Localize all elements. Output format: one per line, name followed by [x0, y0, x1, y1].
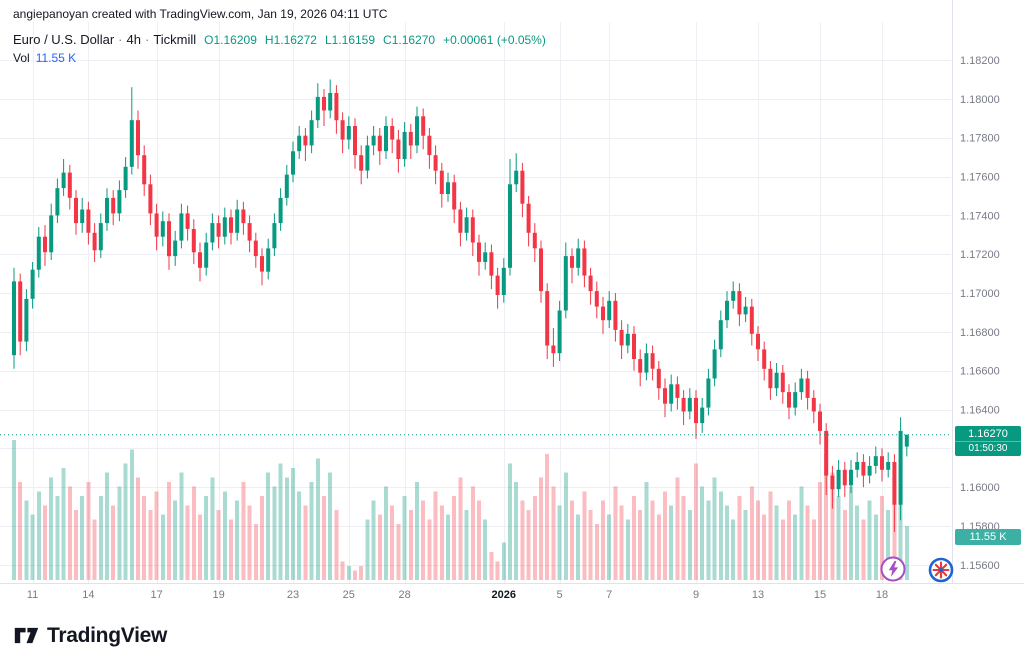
- close-value: 1.16270: [391, 33, 436, 47]
- change-value: +0.00061 (+0.05%): [443, 33, 546, 47]
- svg-text:1.17400: 1.17400: [960, 210, 1000, 222]
- lightning-icon[interactable]: [880, 556, 906, 582]
- svg-text:11: 11: [27, 589, 38, 601]
- svg-text:1.16000: 1.16000: [960, 482, 1000, 494]
- tradingview-logo[interactable]: TradingView: [13, 622, 167, 649]
- tradingview-wordmark: TradingView: [47, 623, 168, 647]
- low-label: L: [324, 33, 332, 47]
- svg-text:17: 17: [150, 589, 162, 601]
- svg-text:1.17800: 1.17800: [960, 133, 1000, 145]
- volume-axis-badge: 11.55 K: [955, 529, 1021, 545]
- high-label: H: [264, 33, 274, 47]
- svg-text:23: 23: [287, 589, 299, 601]
- legend-separator: ·: [118, 32, 123, 47]
- svg-text:28: 28: [398, 589, 410, 601]
- volume-label[interactable]: Vol: [13, 51, 30, 65]
- svg-text:7: 7: [606, 589, 612, 601]
- current-price-value: 1.16270: [968, 428, 1008, 440]
- svg-text:15: 15: [814, 589, 826, 601]
- volume-value: 11.55 K: [35, 51, 77, 65]
- svg-text:2026: 2026: [492, 589, 516, 601]
- svg-text:14: 14: [82, 589, 94, 601]
- svg-text:1.18200: 1.18200: [960, 55, 1000, 67]
- candles: [12, 79, 909, 532]
- pinwheel-icon[interactable]: [928, 557, 954, 583]
- symbol-title[interactable]: Euro / U.S. Dollar: [13, 32, 115, 47]
- svg-text:1.16800: 1.16800: [960, 327, 1000, 339]
- svg-text:25: 25: [343, 589, 355, 601]
- tradingview-logo-mark: [14, 627, 39, 644]
- attribution-text: angiepanoyan created with TradingView.co…: [13, 7, 388, 21]
- high-value: 1.16272: [273, 33, 317, 47]
- price-chart-svg[interactable]: 1.18200 1.18000 1.17800 1.17600 1.17400 1.172…: [0, 0, 1024, 612]
- price-axis-labels[interactable]: 1.18200 1.18000 1.17800 1.17600 1.17400 1.172…: [960, 55, 1000, 572]
- svg-text:13: 13: [752, 589, 764, 601]
- interval-label[interactable]: 4h: [126, 32, 141, 47]
- svg-text:1.18000: 1.18000: [960, 94, 1000, 106]
- chart-legend: Euro / U.S. Dollar · 4h · Tickmill O1.16209 H1…: [13, 31, 546, 67]
- time-axis-labels[interactable]: 11 14 17 19 23 25 28 2026 5 7 9 13 15 18: [27, 589, 888, 601]
- svg-text:18: 18: [876, 589, 888, 601]
- svg-text:1.16600: 1.16600: [960, 366, 1000, 378]
- close-label: C: [383, 33, 392, 47]
- exchange-label: Tickmill: [153, 32, 197, 47]
- svg-text:19: 19: [212, 589, 224, 601]
- legend-separator: ·: [144, 32, 150, 47]
- page-footer: TradingView: [0, 610, 1024, 661]
- svg-text:1.17200: 1.17200: [960, 249, 1000, 261]
- svg-text:1.17600: 1.17600: [960, 172, 1000, 184]
- current-price-badge[interactable]: 1.16270 01:50:30: [955, 426, 1021, 456]
- symbol-legend-row: Euro / U.S. Dollar · 4h · Tickmill O1.16209 H1…: [13, 31, 546, 49]
- svg-text:1.17000: 1.17000: [960, 288, 1000, 300]
- volume-bars: [12, 440, 909, 580]
- open-value: 1.16209: [213, 33, 257, 47]
- svg-text:9: 9: [693, 589, 699, 601]
- bar-countdown: 01:50:30: [955, 441, 1021, 456]
- svg-text:5: 5: [557, 589, 563, 601]
- grid: [0, 0, 1024, 584]
- svg-text:1.15600: 1.15600: [960, 560, 1000, 572]
- volume-legend-row: Vol 11.55 K: [13, 50, 546, 67]
- open-label: O: [204, 33, 214, 47]
- svg-text:1.16400: 1.16400: [960, 405, 1000, 417]
- low-value: 1.16159: [331, 33, 376, 47]
